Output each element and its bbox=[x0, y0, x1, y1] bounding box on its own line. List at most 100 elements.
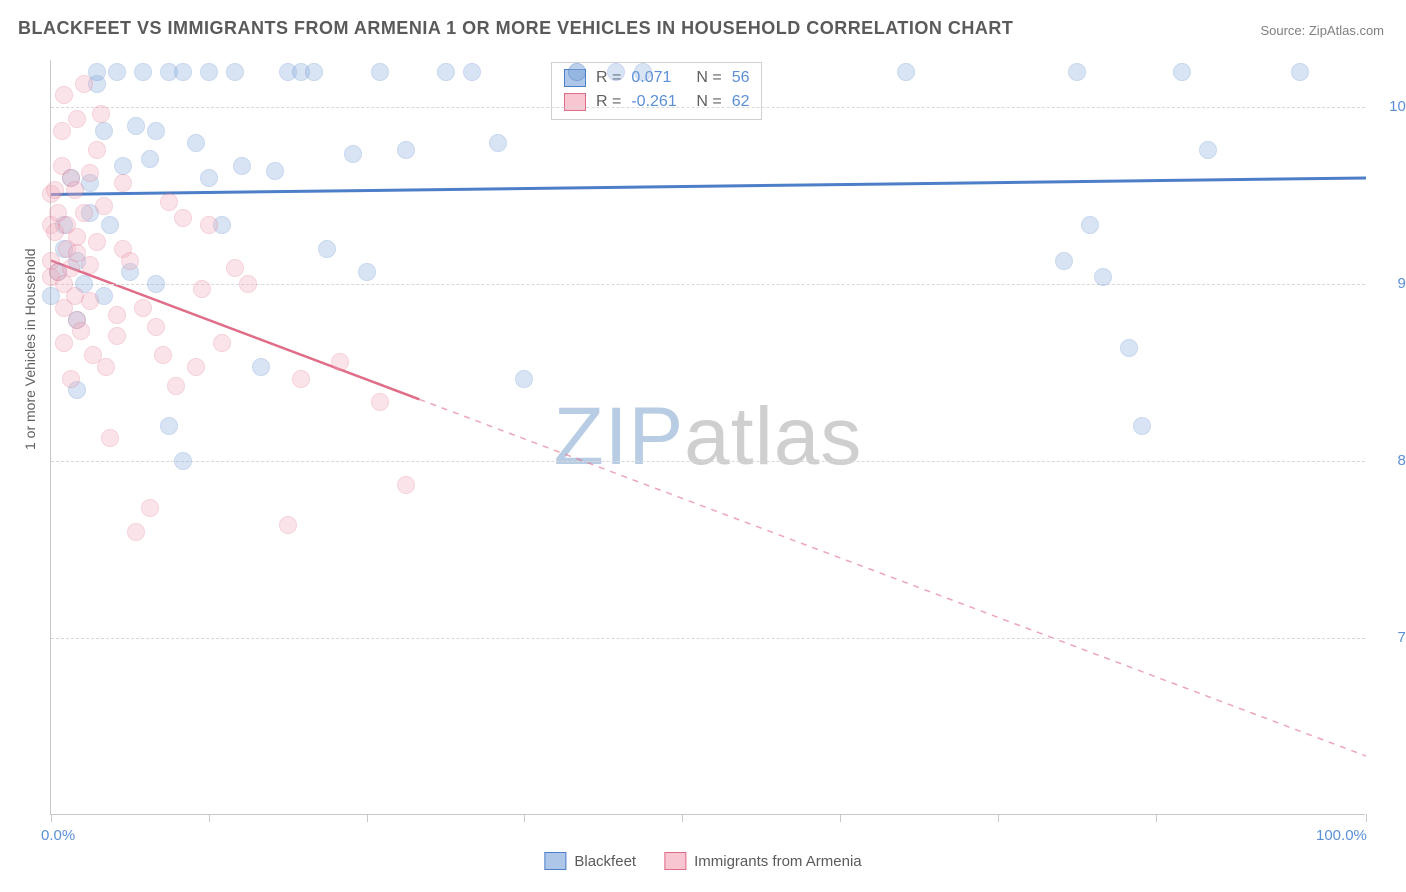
trend-line bbox=[51, 261, 419, 400]
trend-line bbox=[51, 178, 1366, 195]
scatter-point bbox=[371, 393, 389, 411]
scatter-point bbox=[81, 292, 99, 310]
scatter-point bbox=[463, 63, 481, 81]
scatter-point bbox=[318, 240, 336, 258]
scatter-point bbox=[134, 63, 152, 81]
scatter-point bbox=[62, 370, 80, 388]
xtick-label: 100.0% bbox=[1316, 827, 1367, 844]
gridline bbox=[51, 107, 1365, 108]
ytick-label: 100.0% bbox=[1370, 98, 1406, 115]
xtick bbox=[51, 814, 52, 822]
gridline bbox=[51, 461, 1365, 462]
watermark-atlas: atlas bbox=[684, 391, 862, 482]
legend-item-blackfeet: Blackfeet bbox=[544, 852, 636, 870]
scatter-point bbox=[239, 275, 257, 293]
scatter-point bbox=[226, 63, 244, 81]
watermark-zip: ZIP bbox=[554, 391, 685, 482]
scatter-point bbox=[897, 63, 915, 81]
scatter-point bbox=[72, 322, 90, 340]
stats-n-armenia: 62 bbox=[732, 93, 750, 111]
scatter-point bbox=[141, 499, 159, 517]
legend-item-armenia: Immigrants from Armenia bbox=[664, 852, 862, 870]
scatter-point bbox=[1291, 63, 1309, 81]
scatter-point bbox=[147, 122, 165, 140]
scatter-point bbox=[114, 174, 132, 192]
scatter-point bbox=[154, 346, 172, 364]
xtick bbox=[1156, 814, 1157, 822]
scatter-point bbox=[1199, 141, 1217, 159]
stats-n-blackfeet: 56 bbox=[732, 69, 750, 87]
scatter-point bbox=[1068, 63, 1086, 81]
scatter-point bbox=[127, 523, 145, 541]
ytick-label: 85.0% bbox=[1370, 452, 1406, 469]
scatter-point bbox=[75, 75, 93, 93]
swatch-armenia bbox=[664, 852, 686, 870]
gridline bbox=[51, 638, 1365, 639]
scatter-point bbox=[88, 233, 106, 251]
scatter-point bbox=[305, 63, 323, 81]
scatter-point bbox=[127, 117, 145, 135]
xtick bbox=[682, 814, 683, 822]
scatter-point bbox=[88, 141, 106, 159]
stats-row-blackfeet: R = 0.071 N = 56 bbox=[564, 66, 749, 90]
scatter-point bbox=[46, 181, 64, 199]
scatter-point bbox=[160, 193, 178, 211]
scatter-point bbox=[55, 86, 73, 104]
scatter-point bbox=[489, 134, 507, 152]
xtick bbox=[209, 814, 210, 822]
scatter-point bbox=[193, 280, 211, 298]
scatter-point bbox=[68, 110, 86, 128]
scatter-point bbox=[53, 122, 71, 140]
scatter-point bbox=[1133, 417, 1151, 435]
scatter-point bbox=[187, 134, 205, 152]
ytick-label: 92.5% bbox=[1370, 275, 1406, 292]
scatter-point bbox=[233, 157, 251, 175]
scatter-point bbox=[358, 263, 376, 281]
stats-r-label: R = bbox=[596, 93, 621, 111]
scatter-point bbox=[174, 63, 192, 81]
swatch-armenia bbox=[564, 93, 586, 111]
scatter-point bbox=[437, 63, 455, 81]
scatter-point bbox=[75, 204, 93, 222]
scatter-point bbox=[97, 358, 115, 376]
scatter-point bbox=[1120, 339, 1138, 357]
swatch-blackfeet bbox=[544, 852, 566, 870]
scatter-point bbox=[344, 145, 362, 163]
scatter-point bbox=[92, 105, 110, 123]
xtick bbox=[998, 814, 999, 822]
scatter-point bbox=[160, 417, 178, 435]
xtick bbox=[1366, 814, 1367, 822]
scatter-point bbox=[1173, 63, 1191, 81]
y-axis-label: 1 or more Vehicles in Household bbox=[22, 248, 38, 450]
scatter-point bbox=[371, 63, 389, 81]
chart-title: BLACKFEET VS IMMIGRANTS FROM ARMENIA 1 O… bbox=[18, 18, 1013, 39]
scatter-point bbox=[213, 334, 231, 352]
trend-lines bbox=[51, 60, 1366, 815]
scatter-point bbox=[147, 275, 165, 293]
legend-label-blackfeet: Blackfeet bbox=[574, 853, 636, 870]
scatter-point bbox=[114, 157, 132, 175]
scatter-point bbox=[397, 141, 415, 159]
stats-n-label: N = bbox=[696, 69, 721, 87]
scatter-point bbox=[108, 327, 126, 345]
scatter-point bbox=[252, 358, 270, 376]
scatter-point bbox=[266, 162, 284, 180]
scatter-point bbox=[95, 197, 113, 215]
source-attribution: Source: ZipAtlas.com bbox=[1260, 23, 1384, 38]
watermark: ZIPatlas bbox=[554, 390, 863, 484]
scatter-point bbox=[568, 63, 586, 81]
scatter-point bbox=[1081, 216, 1099, 234]
scatter-point bbox=[331, 353, 349, 371]
scatter-point bbox=[607, 63, 625, 81]
scatter-point bbox=[292, 370, 310, 388]
scatter-point bbox=[121, 252, 139, 270]
scatter-point bbox=[134, 299, 152, 317]
scatter-point bbox=[200, 216, 218, 234]
xtick bbox=[367, 814, 368, 822]
trend-line-extrapolated bbox=[419, 399, 1366, 756]
scatter-point bbox=[200, 169, 218, 187]
stats-n-label: N = bbox=[696, 93, 721, 111]
scatter-point bbox=[101, 429, 119, 447]
scatter-point bbox=[397, 476, 415, 494]
scatter-point bbox=[66, 181, 84, 199]
